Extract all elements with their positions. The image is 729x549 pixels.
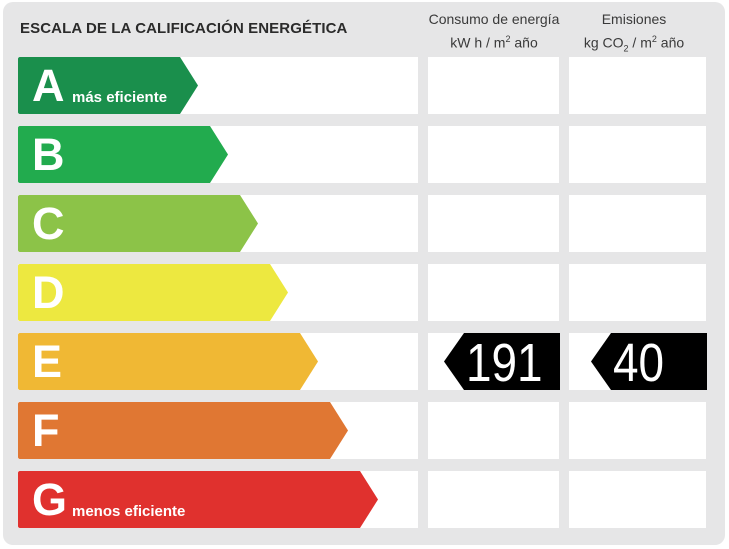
consumo-value: 191: [466, 333, 543, 393]
class-e-arrow: [18, 333, 318, 390]
rating-row-d: D: [18, 264, 418, 321]
emisiones-cell-d: [569, 264, 706, 321]
emisiones-marker: [591, 333, 707, 390]
rating-row-f: F: [18, 402, 418, 459]
class-e-bar: [18, 333, 318, 390]
class-a-bar: [18, 57, 198, 114]
emisiones-header-line1: Emisiones: [601, 11, 667, 27]
class-c-bar: [18, 195, 258, 252]
emisiones-value: 40: [613, 333, 665, 393]
class-f-letter: F: [32, 405, 60, 456]
class-g-bar: [18, 471, 378, 528]
emisiones-column-header: Emisiones kg CO2 / m2 año: [568, 9, 700, 58]
class-f-arrow: [18, 402, 348, 459]
consumo-cell-a: [428, 57, 559, 114]
class-c-arrow: [18, 195, 258, 252]
class-b-bar: [18, 126, 228, 183]
consumo-marker: [444, 333, 560, 390]
class-d-bar: [18, 264, 288, 321]
rating-row-c: C: [18, 195, 418, 252]
class-g-sublabel: menos eficiente: [72, 503, 186, 520]
consumo-header-line1: Consumo de energía: [428, 11, 560, 27]
consumo-cell-c: [428, 195, 559, 252]
class-g-letter: G: [32, 474, 68, 525]
scale-title: ESCALA DE LA CALIFICACIÓN ENERGÉTICA: [20, 20, 348, 37]
class-d-letter: D: [32, 267, 65, 318]
class-b-arrow: [18, 126, 228, 183]
emisiones-cell-a: [569, 57, 706, 114]
emisiones-cell-b: [569, 126, 706, 183]
consumo-cell-d: [428, 264, 559, 321]
class-f-bar: [18, 402, 348, 459]
class-g-arrow: [18, 471, 378, 528]
class-c-letter: C: [32, 198, 65, 249]
class-a-letter: A: [32, 60, 65, 111]
consumo-header-unit: kW h / m2 año: [450, 34, 538, 51]
class-e-letter: E: [32, 336, 63, 387]
class-d-arrow: [18, 264, 288, 321]
class-a-arrow: [18, 57, 198, 114]
class-b-letter: B: [32, 129, 65, 180]
consumo-cell-f: [428, 402, 559, 459]
consumo-cell-b: [428, 126, 559, 183]
consumo-column-header: Consumo de energía kW h / m2 año: [418, 9, 570, 53]
emisiones-cell-g: [569, 471, 706, 528]
rating-row-e: E: [18, 333, 418, 390]
emisiones-cell-c: [569, 195, 706, 252]
emisiones-cell-f: [569, 402, 706, 459]
emisiones-header-unit: kg CO2 / m2 año: [583, 34, 685, 54]
rating-row-b: B: [18, 126, 418, 183]
class-a-sublabel: más eficiente: [72, 89, 168, 106]
consumo-cell-g: [428, 471, 559, 528]
